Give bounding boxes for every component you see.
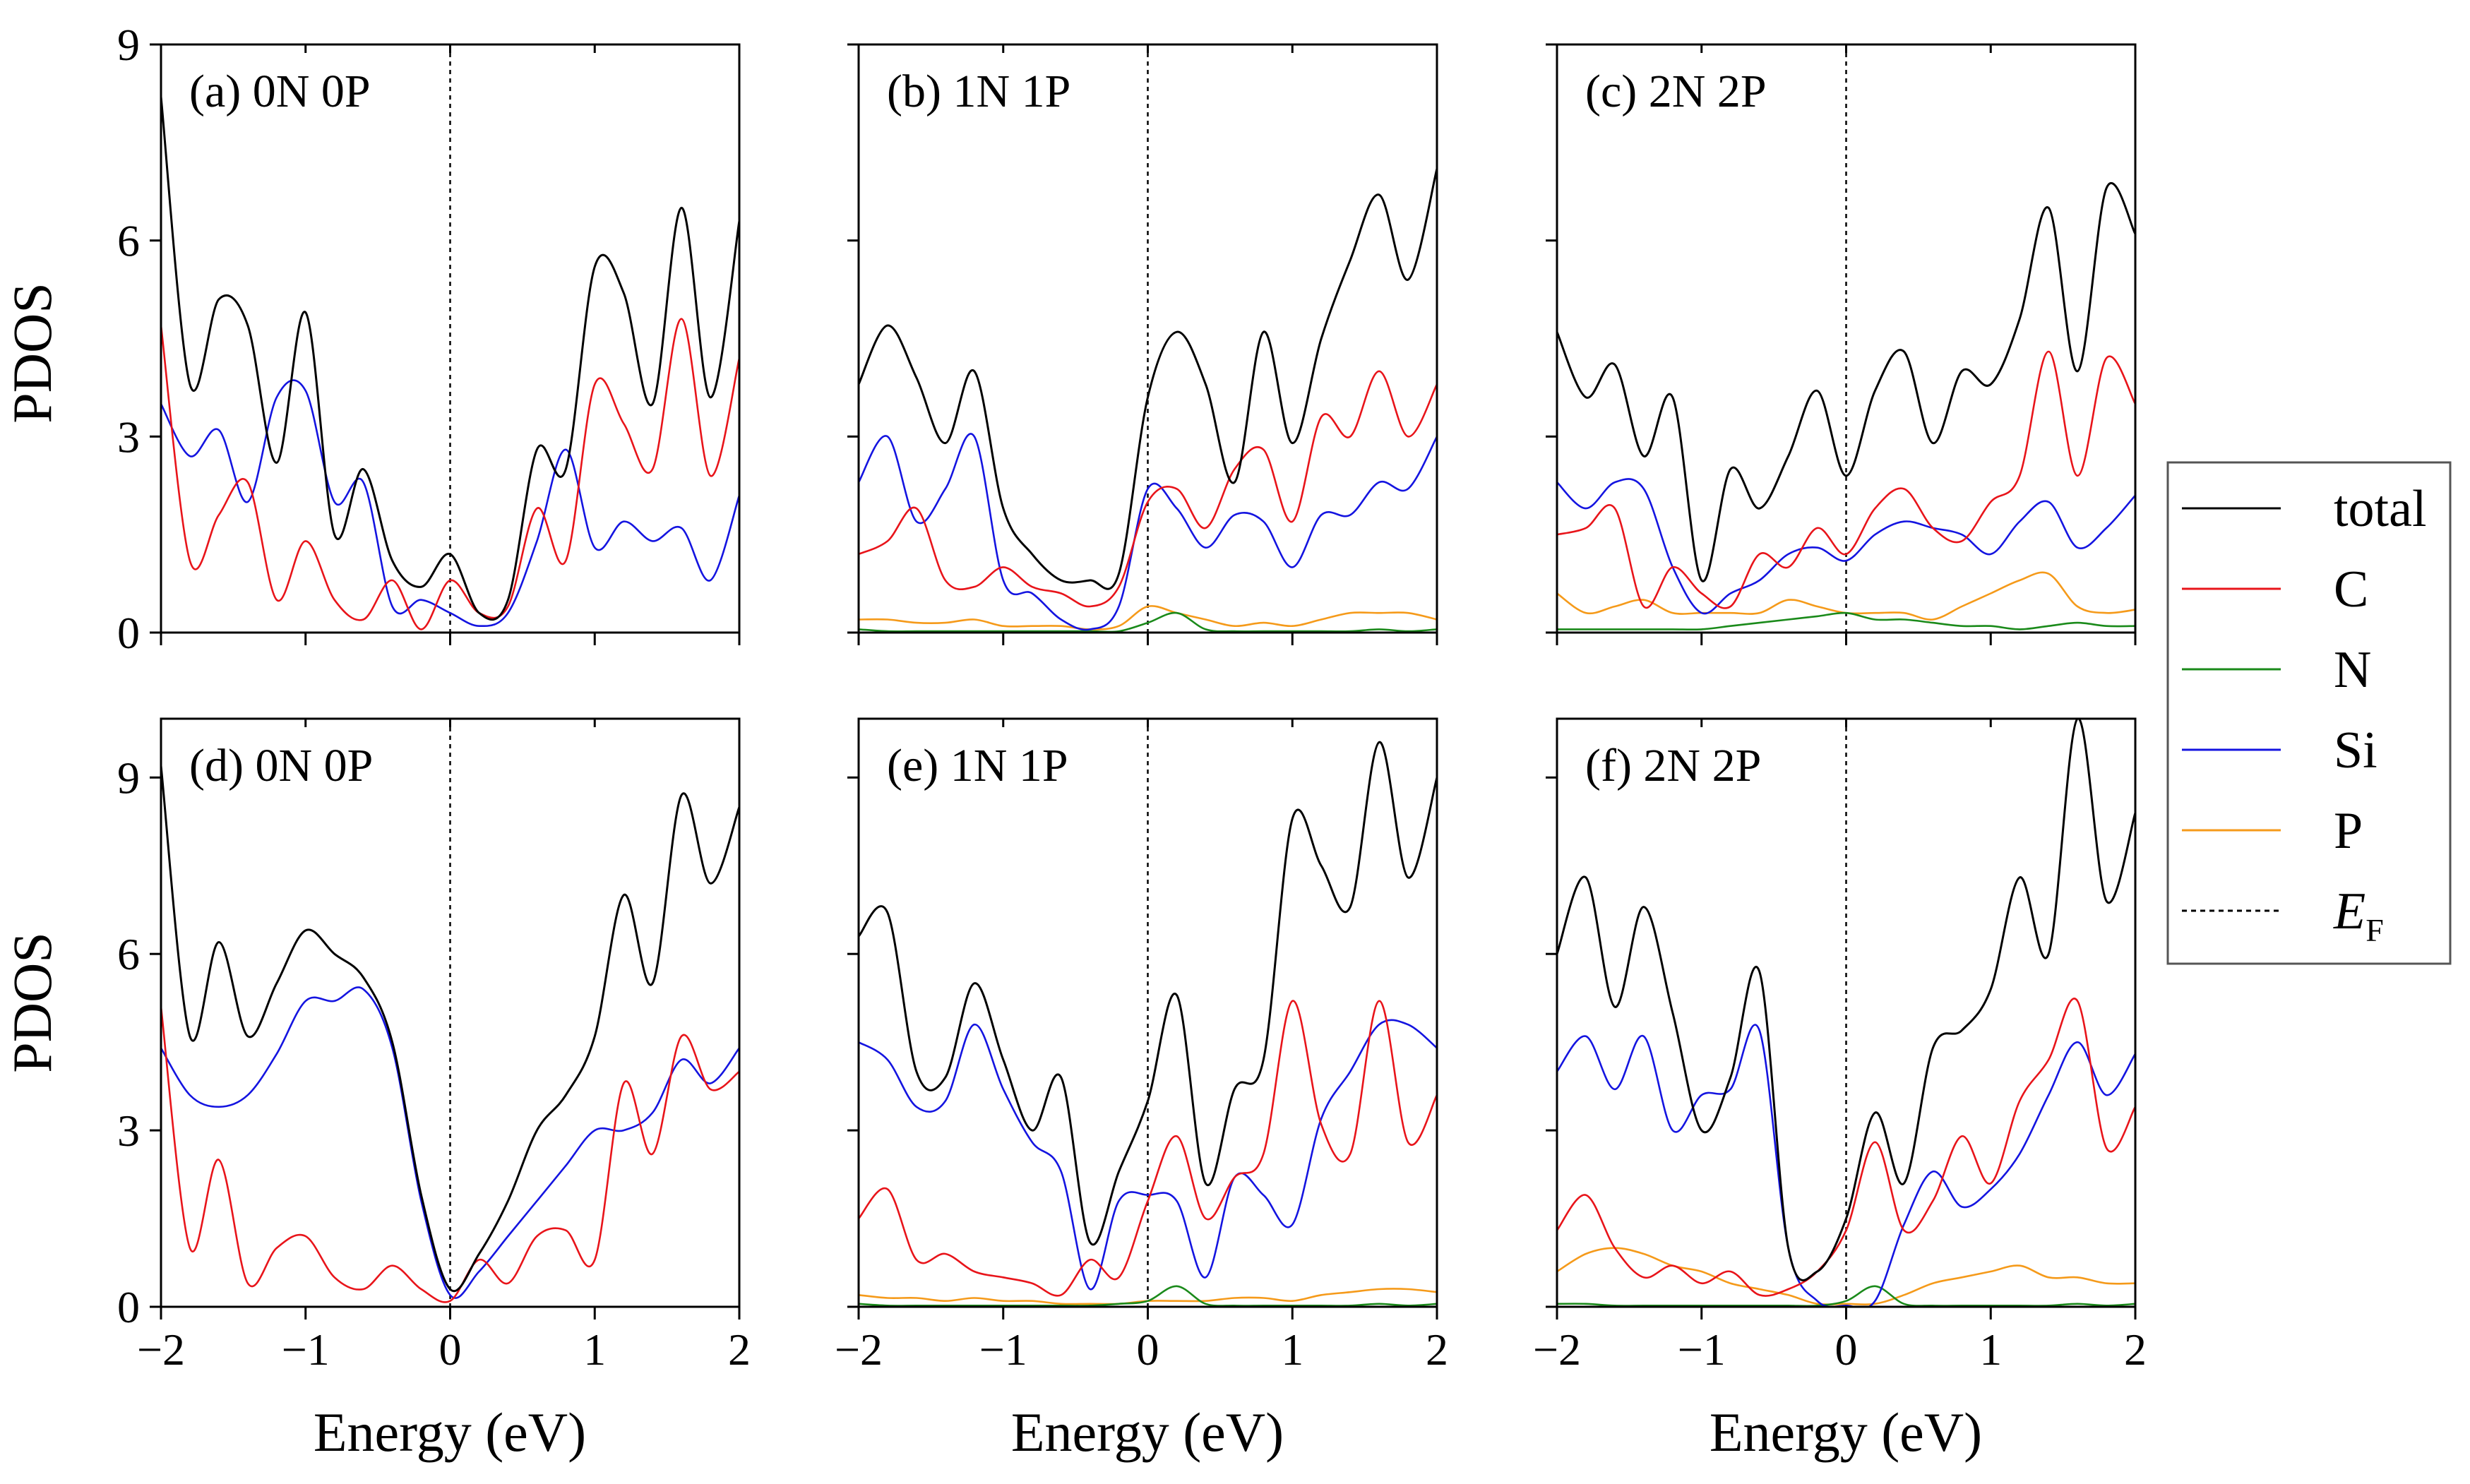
series-group — [161, 96, 739, 630]
series-line-c — [161, 318, 739, 630]
panel-label: (f) 2N 2P — [1585, 740, 1761, 791]
series-line-p — [859, 605, 1437, 630]
panel-label: (c) 2N 2P — [1585, 66, 1767, 117]
series-line-si — [161, 379, 739, 628]
legend-label-total: total — [2334, 480, 2427, 538]
x-tick-label: 2 — [2124, 1324, 2147, 1375]
y-tick-label: 6 — [117, 929, 140, 979]
series-line-total — [161, 96, 739, 621]
panel-label: (b) 1N 1P — [887, 66, 1070, 117]
x-tick-label: −2 — [1533, 1324, 1581, 1375]
legend-ef-sub: F — [2365, 912, 2384, 948]
legend-label-c: C — [2334, 561, 2368, 618]
panel-label: (a) 0N 0P — [189, 66, 371, 117]
xlabel-left: Energy (eV) — [314, 1401, 586, 1463]
panel-f: −2 −1 0 1 2 (f) 2N 2P — [1533, 717, 2147, 1375]
series-group — [1557, 719, 2135, 1307]
y-tick-label: 9 — [117, 753, 140, 803]
legend-box — [2166, 461, 2452, 965]
series-line-c — [161, 1007, 739, 1303]
series-line-si — [859, 1019, 1437, 1291]
x-tick-label: −1 — [979, 1324, 1027, 1375]
x-tick-label: −1 — [282, 1324, 330, 1375]
y-tick-label: 3 — [117, 412, 140, 462]
series-line-c — [859, 1000, 1437, 1297]
series-line-n — [859, 611, 1437, 633]
series-line-p — [1557, 1247, 2135, 1306]
legend-ef-main: E — [2333, 882, 2365, 940]
series-line-c — [1557, 350, 2135, 609]
x-tick-label: 1 — [1281, 1324, 1303, 1375]
series-line-c — [859, 370, 1437, 608]
panel-a: 0 3 6 9 (a) 0N 0P — [117, 20, 741, 658]
ylabel-bottom: PDOS — [1, 932, 63, 1072]
y-tick-label: 3 — [117, 1106, 140, 1156]
x-tick-label: 1 — [583, 1324, 606, 1375]
panels: 0 3 6 9 (a) 0N 0P (b) 1N 1P (c) 2N 2P −2 −1 0 1 2 0 3… — [117, 20, 2147, 1375]
panel-label: (d) 0N 0P — [189, 740, 373, 791]
x-tick-label: 2 — [1426, 1324, 1448, 1375]
series-group — [161, 765, 739, 1303]
series-line-n — [1557, 611, 2135, 631]
series-line-si — [161, 986, 739, 1299]
series-line-c — [1557, 998, 2135, 1297]
legend-label-n: N — [2334, 641, 2371, 699]
series-line-si — [1557, 478, 2135, 615]
panel-d: −2 −1 0 1 2 0 3 6 9 (d) 0N 0P — [117, 717, 751, 1375]
series-group — [859, 168, 1437, 633]
series-line-total — [161, 765, 739, 1293]
x-tick-label: 1 — [1979, 1324, 2002, 1375]
legend-label-si: Si — [2334, 722, 2377, 779]
legend-label-p: P — [2334, 802, 2363, 860]
panel-e: −2 −1 0 1 2 (e) 1N 1P — [835, 717, 1448, 1375]
x-tick-label: −2 — [137, 1324, 185, 1375]
y-tick-label: 0 — [117, 608, 140, 658]
panel-c: (c) 2N 2P — [1546, 43, 2137, 645]
xlabel-middle: Energy (eV) — [1011, 1401, 1284, 1463]
xlabel-right: Energy (eV) — [1710, 1401, 1982, 1463]
x-tick-label: 2 — [728, 1324, 751, 1375]
x-tick-label: −1 — [1678, 1324, 1726, 1375]
y-tick-label: 9 — [117, 20, 140, 70]
series-line-total — [1557, 181, 2135, 582]
panel-label: (e) 1N 1P — [887, 740, 1068, 791]
series-line-total — [859, 168, 1437, 590]
x-tick-label: −2 — [835, 1324, 883, 1375]
x-tick-label: 0 — [439, 1324, 462, 1375]
legend: total C N Si P EF — [2166, 461, 2452, 965]
series-line-total — [859, 741, 1437, 1246]
y-tick-label: 0 — [117, 1282, 140, 1332]
x-tick-label: 0 — [1835, 1324, 1858, 1375]
ylabel-top: PDOS — [1, 282, 63, 423]
legend-label-ef: EF — [2333, 882, 2384, 948]
y-tick-label: 6 — [117, 216, 140, 266]
x-tick-label: 0 — [1137, 1324, 1159, 1375]
series-line-si — [1557, 1024, 2135, 1307]
series-group — [1557, 181, 2135, 631]
panel-b: (b) 1N 1P — [847, 43, 1438, 645]
series-line-total — [1557, 719, 2135, 1281]
